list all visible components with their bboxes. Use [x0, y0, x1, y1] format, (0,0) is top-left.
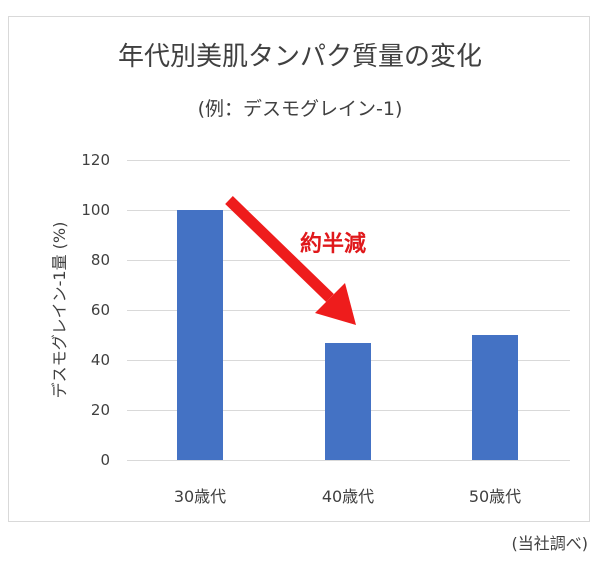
source-note: (当社調べ) [511, 534, 589, 553]
chart-title: 年代別美肌タンパク質量の変化 [117, 42, 482, 72]
gridline-120 [127, 160, 570, 161]
bar-50s [472, 335, 518, 460]
y-tick-80: 80 [90, 251, 110, 269]
x-category-30s: 30歳代 [173, 487, 227, 506]
bar-40s [325, 342, 371, 460]
y-tick-60: 60 [90, 301, 110, 319]
x-category-50s: 50歳代 [468, 487, 522, 506]
annotation-half-decrease: 約半減 [300, 232, 367, 257]
bar-30s [177, 210, 223, 460]
gridline-0 [127, 460, 570, 461]
y-tick-100: 100 [81, 201, 110, 219]
gridline-80 [127, 260, 570, 261]
y-tick-120: 120 [81, 151, 110, 169]
y-tick-40: 40 [90, 351, 110, 369]
y-tick-20: 20 [90, 401, 110, 419]
chart-subtitle: (例：デスモグレイン-1) [197, 98, 403, 120]
gridline-100 [127, 210, 570, 211]
x-category-40s: 40歳代 [321, 487, 375, 506]
y-tick-0: 0 [100, 451, 110, 469]
